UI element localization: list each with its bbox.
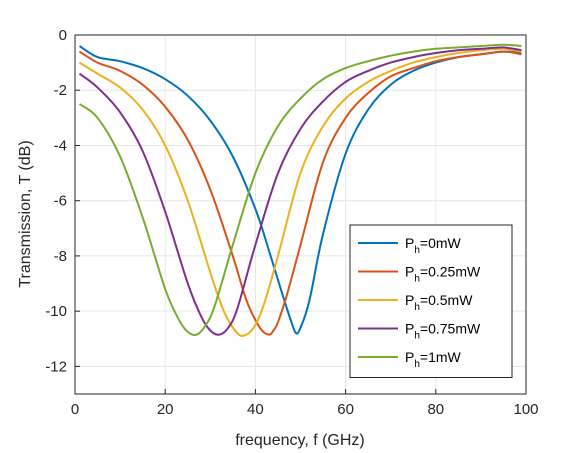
x-tick-label: 0 [71,401,79,418]
legend-label-main: P [405,264,414,280]
legend-label-main: P [405,235,414,251]
legend-label-value: =0mW [420,235,462,251]
legend-label-3: Ph=0.75mW [405,321,481,342]
series-layer [78,43,522,337]
series-line-0 [78,45,522,335]
x-tick-label: 80 [427,401,444,418]
x-tick-label: 40 [247,401,264,418]
legend-label-subscript: h [414,274,420,285]
x-tick-label: 60 [337,401,354,418]
y-tick-label: -8 [54,248,67,265]
legend-box [349,224,513,378]
x-tick-label: 100 [513,401,538,418]
x-tick-label: 20 [157,401,174,418]
legend-label-2: Ph=0.5mW [405,292,473,313]
series-line-1 [78,50,522,336]
y-tick-label: -6 [54,193,67,210]
legend-label-subscript: h [414,245,420,256]
legend-label-0: Ph=0mW [405,235,462,256]
tick-layer: 0 20 40 60 80 100 0 -2 -4 -6 -8 -10 -12 [45,27,538,418]
series-line-2 [78,47,522,337]
y-tick-label: 0 [59,27,67,44]
legend-label-value: =1mW [420,349,462,365]
x-axis-label: frequency, f (GHz) [235,432,365,449]
legend-label-subscript: h [414,302,420,313]
plot-frame [74,34,527,395]
legend-label-main: P [405,292,414,308]
y-axis-label: Transmission, T (dB) [17,140,34,287]
legend-label-subscript: h [414,331,420,342]
y-tick-label: -10 [45,303,67,320]
legend-label-1: Ph=0.25mW [405,264,481,285]
legend-label-main: P [405,349,414,365]
y-tick-label: -12 [45,358,67,375]
legend-label-value: =0.75mW [420,321,481,337]
legend-label-value: =0.5mW [420,292,473,308]
legend-label-value: =0.25mW [420,264,481,280]
y-tick-label: -2 [54,82,67,99]
series-line-3 [78,46,522,336]
series-line-4 [78,43,522,337]
y-tick-label: -4 [54,137,67,154]
legend-label-main: P [405,321,414,337]
legend-label-subscript: h [414,359,420,370]
legend-label-4: Ph=1mW [405,349,462,370]
